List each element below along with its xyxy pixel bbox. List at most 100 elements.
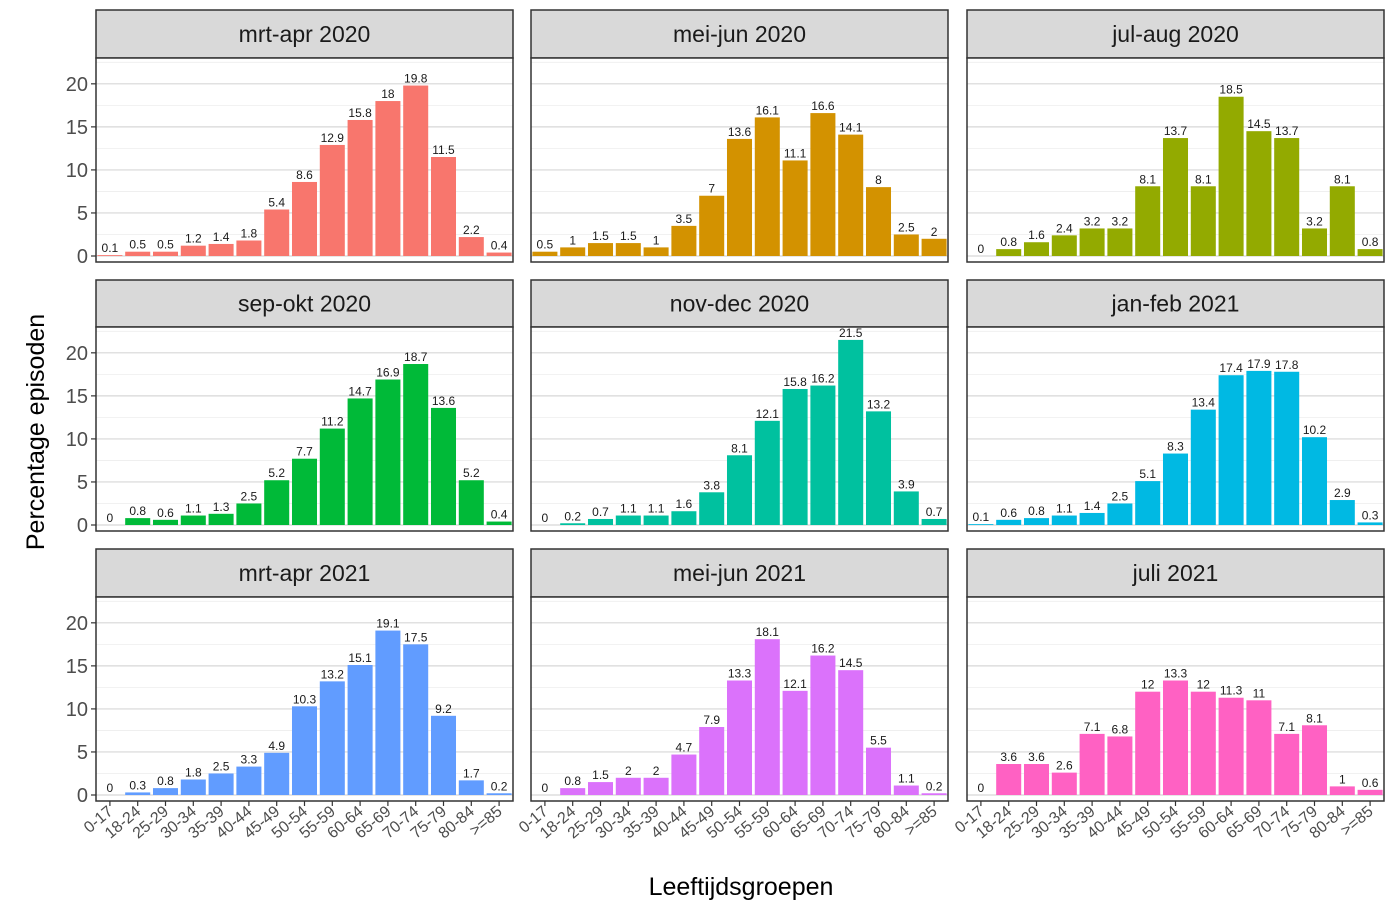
data-label: 1.1	[898, 772, 915, 786]
data-label: 1.5	[592, 229, 609, 243]
bar	[782, 388, 808, 525]
bar	[486, 252, 512, 256]
bar	[893, 785, 919, 795]
data-label: 16.1	[756, 103, 780, 117]
panel-4: sep-okt 2020 0 0.8 0.6 1.1 1.3 2.5 5.2 7.7 11.2 14…	[66, 279, 514, 537]
data-label: 1.1	[648, 502, 665, 516]
bar	[615, 243, 641, 256]
data-label: 15.8	[348, 106, 372, 120]
data-label: 0.7	[592, 505, 609, 519]
bar	[1301, 437, 1328, 525]
data-label: 0	[107, 781, 114, 795]
bar	[726, 455, 753, 525]
data-label: 2	[653, 764, 660, 778]
y-tick-label: 10	[66, 160, 88, 182]
data-label: 0.2	[564, 509, 581, 523]
bar	[1107, 736, 1133, 795]
data-label: 2.5	[898, 220, 915, 234]
data-label: 2.2	[463, 223, 480, 237]
bar	[838, 670, 864, 795]
data-label: 3.3	[241, 753, 258, 767]
data-label: 1.4	[213, 230, 230, 244]
data-label: 0.1	[973, 510, 990, 524]
data-label: 3.8	[703, 478, 720, 492]
data-label: 16.2	[811, 642, 835, 656]
data-label: 2.5	[1112, 489, 1129, 503]
bar	[671, 511, 697, 525]
bar	[486, 793, 512, 795]
x-tick-label: >=85	[902, 803, 941, 840]
bar	[838, 134, 864, 256]
y-tick-label: 5	[77, 203, 88, 225]
panel-5: nov-dec 2020 0 0.2 0.7 1.1 1.1 1.6 3.8 8.1 12.1 15…	[530, 279, 949, 532]
panel-8: mei-jun 2021 0 0.8 1.5 2 2 4.7 7.9 13.3 18.1 12.1 1…	[516, 548, 949, 842]
bar	[347, 119, 373, 256]
plot-border	[530, 326, 949, 532]
bar	[1329, 186, 1355, 256]
data-label: 8.1	[731, 441, 748, 455]
data-label: 1.1	[185, 502, 202, 516]
data-label: 13.3	[728, 667, 752, 681]
bar	[125, 518, 151, 525]
bar	[587, 782, 614, 795]
data-label: 2	[931, 225, 938, 239]
data-label: 17.8	[1275, 358, 1299, 372]
bar	[125, 792, 151, 795]
data-label: 3.5	[676, 212, 693, 226]
bar	[1079, 733, 1105, 795]
bar	[208, 773, 234, 795]
bar	[587, 518, 614, 525]
y-tick-label: 0	[77, 785, 88, 807]
data-label: 3.9	[898, 477, 915, 491]
data-label: 3.2	[1084, 214, 1101, 228]
data-label: 18.5	[1219, 83, 1243, 97]
data-label: 1.4	[1084, 499, 1101, 513]
bar	[810, 385, 836, 525]
plot-border	[966, 57, 1385, 263]
bar	[1051, 515, 1077, 525]
bar	[1274, 733, 1300, 795]
data-label: 11.2	[321, 415, 344, 429]
bar	[1218, 697, 1244, 795]
data-label: 8.6	[296, 168, 313, 182]
data-label: 1.8	[241, 227, 258, 241]
panel-6: jan-feb 2021 0.1 0.6 0.8 1.1 1.4 2.5 5.1 8.3 13.4…	[966, 279, 1385, 532]
plot-border	[95, 57, 514, 263]
data-label: 19.8	[404, 72, 428, 86]
data-label: 10.2	[1303, 423, 1327, 437]
bar	[921, 518, 947, 525]
bar	[458, 480, 484, 525]
data-label: 0.5	[537, 238, 554, 252]
bar	[1079, 512, 1105, 525]
y-tick-label: 5	[77, 472, 88, 494]
bar	[458, 237, 484, 256]
bar	[1329, 786, 1355, 795]
data-label: 15.8	[783, 375, 807, 389]
bar	[782, 160, 808, 256]
panel-title: mrt-apr 2021	[239, 560, 371, 586]
panel-title: juli 2021	[1132, 560, 1219, 586]
data-label: 8	[875, 173, 882, 187]
panel-strip	[530, 279, 949, 328]
bar	[486, 521, 512, 525]
data-label: 0.4	[491, 508, 508, 522]
bar	[1190, 186, 1216, 256]
data-label: 5.5	[870, 734, 887, 748]
bar	[996, 764, 1022, 795]
bar	[430, 715, 457, 795]
data-label: 18	[381, 87, 395, 101]
bar	[403, 644, 429, 795]
data-label: 15.1	[348, 651, 372, 665]
data-label: 0.4	[491, 239, 508, 253]
panel-1: mrt-apr 2020 0.1 0.5 0.5 1.2 1.4 1.8 5.4 8.6 12.9…	[66, 9, 514, 268]
bar	[643, 247, 669, 256]
data-label: 5.1	[1139, 467, 1156, 481]
bar	[699, 195, 725, 256]
plot-border	[95, 326, 514, 532]
bar	[996, 249, 1022, 256]
bar	[615, 777, 641, 795]
bar	[264, 480, 290, 525]
data-label: 12.1	[783, 677, 807, 691]
bar	[1246, 131, 1272, 256]
